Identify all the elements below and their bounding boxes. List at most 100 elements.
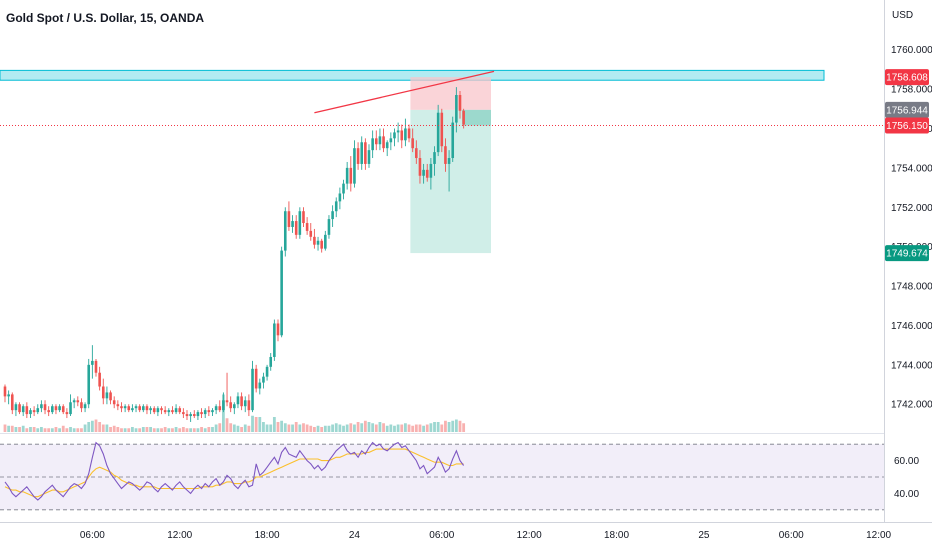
candle-body	[360, 142, 364, 164]
candle-body	[353, 148, 356, 184]
candle-body	[76, 400, 80, 403]
volume-bar	[123, 428, 127, 432]
candle-body	[280, 250, 283, 336]
candle-body	[25, 406, 29, 415]
price-tag-target-label: 1749.674	[886, 249, 928, 260]
candle-body	[243, 400, 247, 407]
candle-body	[192, 414, 196, 417]
time-tick-label: 12:00	[866, 530, 891, 541]
volume-bar	[454, 419, 458, 432]
volume-bar	[356, 422, 360, 432]
candle-body	[18, 404, 21, 413]
price-tick-label: 1758.000	[891, 85, 932, 96]
volume-bar	[40, 427, 43, 432]
candle-body	[83, 404, 87, 409]
candle-body	[214, 406, 218, 411]
candle-body	[91, 360, 94, 365]
candle-body	[294, 221, 298, 235]
candle-body	[247, 400, 251, 411]
time-tick-label: 18:00	[255, 530, 280, 541]
volume-bar	[72, 428, 76, 432]
volume-bar	[21, 425, 25, 432]
volume-bar	[451, 420, 455, 432]
volume-bar	[323, 425, 327, 432]
candle-body	[72, 400, 76, 403]
candle-body	[211, 410, 214, 413]
price-tick-label: 1760.000	[891, 45, 932, 56]
candle-body	[145, 406, 149, 411]
candle-body	[233, 404, 236, 409]
volume-bar	[385, 425, 389, 432]
volume-bar	[360, 423, 364, 432]
stop-loss-zone	[410, 77, 491, 110]
candle-body	[36, 408, 40, 413]
candle-body	[236, 396, 240, 405]
price-tag-entry	[885, 101, 929, 118]
volume-bar	[156, 428, 160, 432]
volume-bar	[192, 428, 196, 432]
volume-bar	[54, 427, 58, 432]
volume-bar	[418, 424, 422, 432]
volume-bar	[447, 422, 451, 432]
candle-body	[61, 406, 65, 413]
volume-bar	[258, 417, 262, 432]
candle-body	[334, 201, 338, 212]
candle-body	[182, 412, 185, 415]
volume-bar	[462, 423, 466, 432]
volume-bar	[134, 428, 138, 432]
candle-body	[393, 132, 396, 139]
volume-bar	[211, 427, 214, 432]
rsi-tick-label: 40.00	[894, 489, 919, 500]
candle-body	[171, 410, 174, 413]
candle-body	[302, 211, 305, 224]
volume-bar	[425, 424, 429, 432]
candle-body	[101, 386, 105, 399]
volume-bar	[407, 424, 411, 432]
candle-body	[455, 95, 458, 123]
candle-body	[433, 152, 436, 164]
volume-bar	[101, 424, 105, 432]
volume-bar	[444, 420, 447, 432]
candle-body	[382, 136, 385, 149]
volume-bar	[203, 428, 207, 432]
volume-bar	[138, 428, 142, 432]
volume-bar	[207, 427, 211, 432]
candle-body	[458, 95, 462, 111]
candle-body	[320, 240, 323, 249]
candle-body	[378, 136, 382, 145]
volume-bar	[152, 428, 156, 432]
candle-body	[58, 406, 61, 411]
volume-bar	[214, 424, 218, 432]
volume-bar	[87, 422, 91, 432]
time-tick-label: 12:00	[167, 530, 192, 541]
price-tick-label: 1746.000	[891, 321, 932, 332]
volume-bar	[305, 424, 309, 432]
candle-body	[327, 219, 331, 235]
candle-body	[29, 410, 32, 415]
candle-body	[200, 412, 203, 415]
candle-body	[313, 236, 316, 245]
candle-body	[385, 142, 389, 149]
candle-body	[189, 414, 192, 417]
candle-body	[178, 408, 182, 413]
candle-body	[94, 360, 98, 373]
volume-bar	[149, 427, 152, 432]
candle-body	[156, 408, 160, 413]
price-tick-label: 1742.000	[891, 400, 932, 411]
candle-body	[112, 400, 116, 405]
volume-bar	[196, 428, 200, 432]
candle-body	[185, 414, 189, 417]
candle-body	[265, 366, 269, 377]
candle-body	[65, 412, 69, 415]
volume-bar	[167, 428, 171, 432]
volume-bar	[94, 419, 98, 432]
volume-bar	[105, 424, 109, 432]
candle-body	[229, 402, 232, 409]
take-profit-zone	[410, 109, 491, 254]
candle-body	[134, 406, 138, 409]
candle-body	[116, 404, 120, 407]
candle-body	[374, 138, 378, 145]
candle-body	[440, 112, 444, 147]
trendline	[314, 70, 495, 114]
